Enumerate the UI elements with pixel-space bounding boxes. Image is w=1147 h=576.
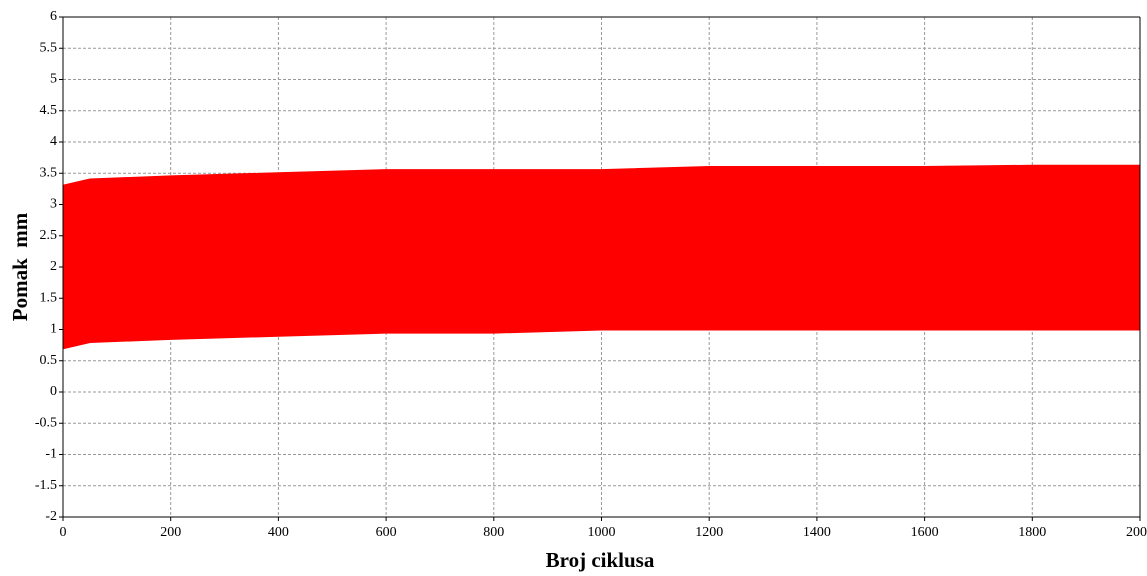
y-tick-label: 4.5 bbox=[40, 103, 58, 118]
y-tick-label: 1.5 bbox=[40, 290, 58, 305]
y-tick-label: 6 bbox=[50, 9, 57, 24]
y-tick-label: 5.5 bbox=[40, 40, 58, 55]
x-tick-label: 1400 bbox=[803, 525, 831, 540]
y-tick-label: 1 bbox=[50, 322, 57, 337]
x-tick-label: 600 bbox=[376, 525, 397, 540]
x-axis-title: Broj ciklusa bbox=[546, 548, 655, 572]
y-tick-label: 2 bbox=[50, 259, 57, 274]
y-tick-label: 3.5 bbox=[40, 165, 58, 180]
x-tick-label: 0 bbox=[60, 525, 67, 540]
y-tick-label: -1.5 bbox=[35, 478, 57, 493]
x-tick-label: 1000 bbox=[588, 525, 616, 540]
y-tick-label: 0.5 bbox=[40, 353, 58, 368]
x-tick-label: 1800 bbox=[1018, 525, 1046, 540]
x-tick-label: 800 bbox=[483, 525, 504, 540]
x-tick-label: 1200 bbox=[695, 525, 723, 540]
y-tick-label: 5 bbox=[50, 72, 57, 87]
y-tick-label: -2 bbox=[45, 509, 57, 524]
y-tick-label: -1 bbox=[45, 447, 57, 462]
band-edge bbox=[62, 164, 1140, 187]
x-tick-label: 1600 bbox=[911, 525, 939, 540]
band-edge bbox=[62, 328, 1140, 350]
x-tick-label: 2000 bbox=[1126, 525, 1147, 540]
y-tick-label: 3 bbox=[50, 197, 57, 212]
band-fill bbox=[63, 165, 1140, 349]
y-tick-label: 4 bbox=[50, 134, 57, 149]
y-tick-label: 0 bbox=[50, 384, 57, 399]
x-tick-label: 400 bbox=[268, 525, 289, 540]
y-axis-title: Pomak mm bbox=[8, 212, 32, 321]
x-tick-label: 200 bbox=[160, 525, 181, 540]
y-tick-label: -0.5 bbox=[35, 415, 57, 430]
y-tick-label: 2.5 bbox=[40, 228, 58, 243]
